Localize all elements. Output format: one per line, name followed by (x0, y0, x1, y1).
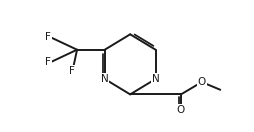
Text: F: F (45, 32, 51, 42)
Text: F: F (45, 57, 51, 67)
Text: N: N (101, 74, 109, 84)
Text: N: N (152, 74, 160, 84)
Text: O: O (177, 105, 185, 115)
Text: F: F (70, 66, 75, 76)
Text: O: O (198, 77, 206, 87)
